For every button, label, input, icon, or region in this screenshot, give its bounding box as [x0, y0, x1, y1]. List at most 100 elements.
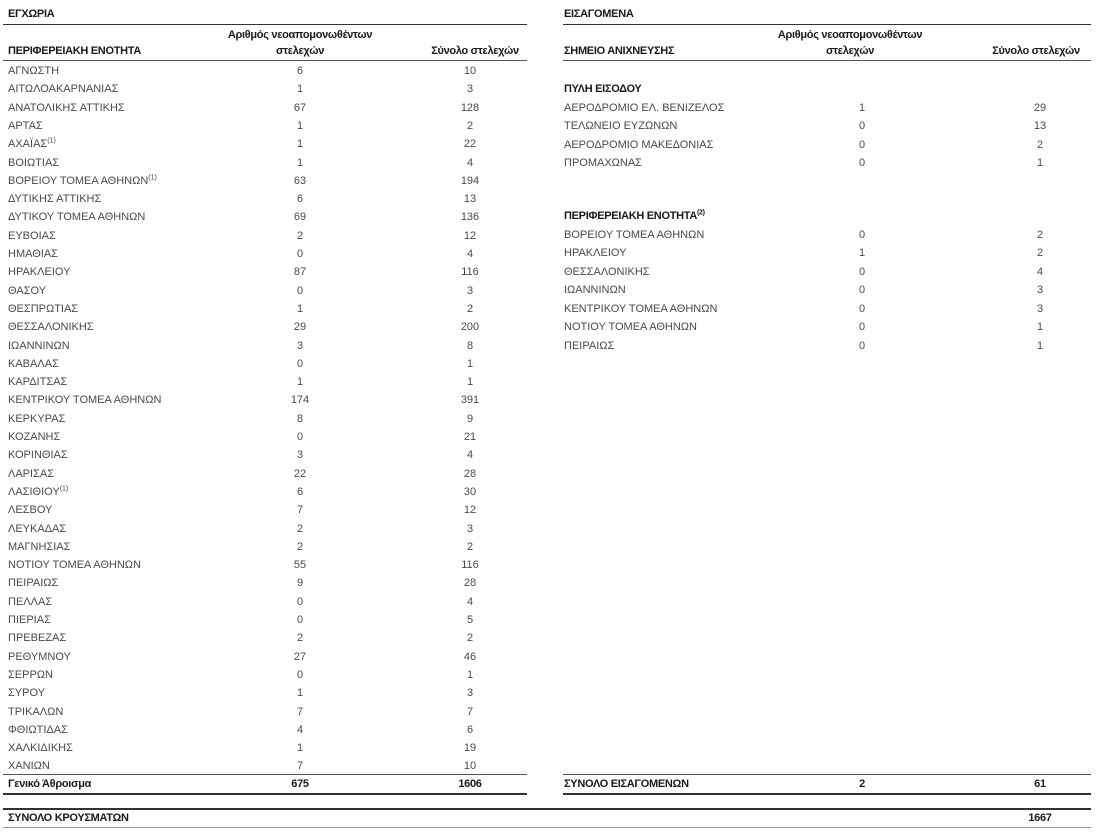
total-count-text: 6 [466, 723, 474, 736]
total-count-text: 5 [466, 614, 474, 626]
isolated-count-text: 1 [296, 119, 304, 132]
region-name: ΚΕΡΚΥΡΑΣ [8, 412, 65, 426]
total-count: 2 [1000, 228, 1080, 242]
total-count: 28 [430, 467, 510, 481]
region-name-text: ΒΟΡΕΙΟΥ ΤΟΜΕΑ ΑΘΗΝΩΝ [8, 174, 149, 187]
total-count: 13 [430, 192, 510, 206]
region-name: ΠΕΙΡΑΙΩΣ [8, 576, 58, 590]
isolated-count: 0 [822, 283, 902, 297]
isolated-count: 1 [260, 137, 340, 151]
divider [3, 827, 1091, 828]
total-count: 1 [430, 375, 510, 389]
total-count-text: 13 [463, 193, 477, 206]
isolated-count: 29 [260, 320, 340, 334]
total-count-text: 136 [460, 211, 480, 224]
region-name-text: ΚΟΡΙΝΘΙΑΣ [8, 449, 68, 462]
local-sum-isolated: 675 [291, 778, 309, 790]
local-header-isolated-2: στελεχών [275, 45, 325, 57]
detection-point-name-text: ΤΕΛΩΝΕΙΟ ΕΥΖΩΝΩΝ [564, 120, 678, 132]
region-name-text: ΚΑΒΑΛΑΣ [8, 357, 59, 370]
detection-point-name: ΑΕΡΟΔΡΟΜΙΟ ΕΛ. ΒΕΝΙΖΕΛΟΣ [564, 101, 724, 115]
isolated-count: 0 [260, 284, 340, 298]
isolated-count: 6 [260, 64, 340, 78]
total-count: 12 [430, 503, 510, 517]
isolated-count-text: 1 [858, 101, 866, 114]
isolated-count-text: 3 [296, 339, 304, 352]
total-count-text: 1 [466, 376, 474, 389]
isolated-count: 2 [260, 522, 340, 536]
isolated-count-text: 174 [290, 394, 310, 407]
region-name: ΣΕΡΡΩΝ [8, 668, 53, 682]
total-count-text: 3 [1036, 302, 1044, 315]
isolated-count-text: 1 [858, 247, 866, 259]
isolated-count: 0 [260, 668, 340, 682]
total-count: 9 [430, 412, 510, 426]
imported-sum-isolated: 2 [859, 778, 865, 790]
isolated-count-text: 0 [296, 357, 304, 370]
isolated-count: 6 [260, 192, 340, 206]
total-count: 30 [430, 485, 510, 499]
region-name: ΒΟΡΕΙΟΥ ΤΟΜΕΑ ΑΘΗΝΩΝ(1) [8, 174, 157, 188]
imported-header-total: Σύνολο στελεχών [992, 45, 1080, 57]
region-name: ΗΜΑΘΙΑΣ [8, 247, 58, 261]
region-name-text: ΑΙΤΩΛΟΑΚΑΡΝΑΝΙΑΣ [8, 83, 119, 96]
isolated-count-text: 2 [296, 540, 304, 553]
isolated-count: 0 [822, 265, 902, 279]
region-name: ΑΓΝΩΣΤΗ [8, 64, 59, 78]
total-count: 194 [430, 174, 510, 188]
detection-point-name-text: ΚΕΝΤΡΙΚΟΥ ΤΟΜΕΑ ΑΘΗΝΩΝ [564, 302, 718, 315]
total-count: 200 [430, 320, 510, 334]
total-count-text: 10 [463, 65, 477, 77]
total-count: 7 [430, 705, 510, 719]
total-count-text: 200 [460, 321, 480, 334]
detection-point-name-text: ΠΕΙΡΑΙΩΣ [564, 339, 615, 352]
total-count: 3 [430, 522, 510, 536]
total-count-text: 2 [1036, 138, 1044, 151]
isolated-count: 7 [260, 503, 340, 517]
isolated-count: 0 [260, 430, 340, 444]
region-name-text: ΡΕΘΥΜΝΟΥ [8, 650, 71, 663]
isolated-count-text: 1 [296, 156, 304, 169]
total-count: 3 [1000, 283, 1080, 297]
total-count-text: 10 [463, 760, 477, 773]
isolated-count-text: 0 [858, 302, 866, 315]
region-name: ΚΟΡΙΝΘΙΑΣ [8, 448, 68, 462]
region-name-text: ΒΟΙΩΤΙΑΣ [8, 156, 60, 169]
total-count-text: 3 [466, 522, 474, 535]
isolated-count: 1 [260, 302, 340, 316]
region-name-text: ΧΑΝΙΩΝ [8, 760, 50, 773]
grand-total-label: ΣΥΝΟΛΟ ΚΡΟΥΣΜΑΤΩΝ [8, 812, 129, 824]
total-count-text: 4 [466, 248, 474, 260]
isolated-count: 0 [822, 302, 902, 316]
isolated-count-text: 29 [293, 321, 307, 334]
region-name-text: ΙΩΑΝΝΙΝΩΝ [8, 339, 70, 352]
region-name-text: ΤΡΙΚΑΛΩΝ [8, 705, 64, 718]
detection-point-name-text: ΙΩΑΝΝΙΝΩΝ [564, 284, 626, 296]
isolated-count: 4 [260, 723, 340, 737]
total-count: 3 [430, 82, 510, 96]
total-count: 10 [430, 64, 510, 78]
isolated-count: 27 [260, 650, 340, 664]
region-name-text: ΚΑΡΔΙΤΣΑΣ [8, 376, 68, 389]
total-count-text: 4 [466, 449, 474, 462]
total-count: 6 [430, 723, 510, 737]
detection-point-name-text: ΘΕΣΣΑΛΟΝΙΚΗΣ [564, 265, 650, 278]
total-count: 1 [1000, 339, 1080, 353]
total-count: 3 [1000, 302, 1080, 316]
isolated-count: 1 [822, 246, 902, 260]
region-name-text: ΣΕΡΡΩΝ [8, 668, 53, 681]
region-name: ΚΑΡΔΙΤΣΑΣ [8, 375, 67, 389]
imported-sum-total: 61 [1034, 778, 1046, 790]
total-count: 19 [430, 741, 510, 755]
imported-header-point: ΣΗΜΕΙΟ ΑΝΙΧΝΕΥΣΗΣ [564, 45, 675, 57]
isolated-count-text: 3 [296, 449, 304, 462]
isolated-count: 0 [260, 595, 340, 609]
total-count-text: 1 [1036, 321, 1044, 333]
isolated-count-text: 1 [296, 302, 304, 315]
region-name-text: ΜΑΓΝΗΣΙΑΣ [8, 540, 71, 553]
isolated-count: 3 [260, 448, 340, 462]
region-name: ΔΥΤΙΚΗΣ ΑΤΤΙΚΗΣ [8, 192, 101, 206]
total-count-text: 12 [463, 504, 477, 517]
total-count-text: 28 [463, 467, 477, 480]
total-count-text: 12 [463, 229, 477, 242]
